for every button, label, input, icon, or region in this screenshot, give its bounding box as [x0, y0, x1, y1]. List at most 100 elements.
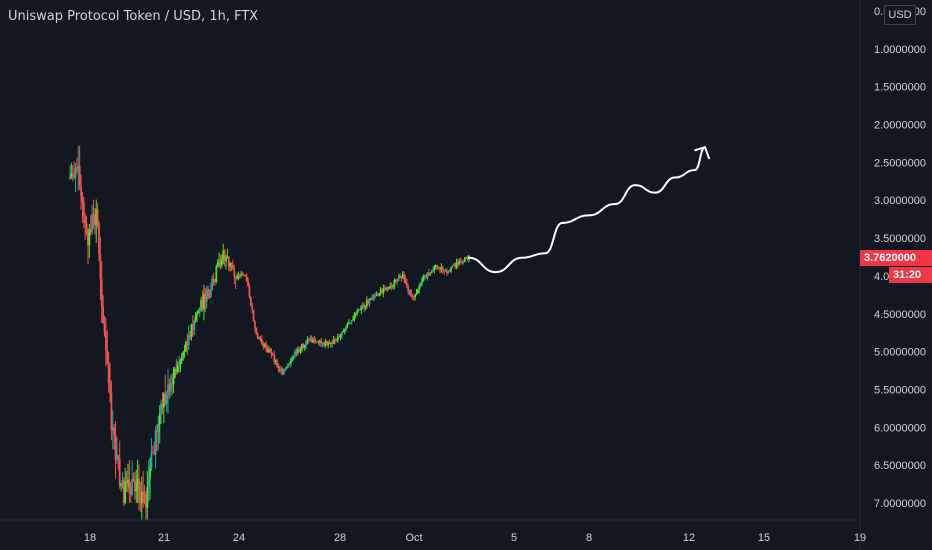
candle-body — [390, 286, 393, 288]
candle-body — [212, 278, 215, 280]
y-tick-label: 4.5000000 — [874, 309, 926, 321]
candle-body — [412, 296, 415, 298]
candle-body — [452, 264, 455, 266]
candle-body — [118, 458, 121, 486]
candle-body — [345, 326, 347, 331]
candle-body — [156, 430, 158, 433]
candle-body — [393, 280, 396, 286]
candle-body — [179, 360, 182, 365]
countdown-label: 31:20 — [889, 266, 932, 283]
candle-body — [371, 298, 374, 301]
candle-body — [400, 276, 403, 278]
candle-body — [109, 383, 111, 393]
projection-arrow-line[interactable] — [467, 146, 706, 274]
x-tick-label: 15 — [758, 532, 770, 544]
candle-body — [162, 393, 165, 408]
candle-body — [272, 354, 274, 356]
candle-body — [383, 288, 386, 290]
candle-body — [425, 274, 428, 278]
candle-body — [230, 262, 233, 266]
candle-body — [295, 351, 298, 353]
y-tick-label: 5.5000000 — [874, 384, 926, 396]
candle-body — [418, 285, 421, 290]
candle-body — [364, 305, 367, 308]
candle-body — [285, 367, 288, 369]
candle-body — [89, 229, 92, 233]
candle-body — [273, 354, 276, 362]
candle-body — [306, 339, 309, 341]
x-tick-label: 12 — [683, 532, 695, 544]
candle-body — [139, 500, 142, 504]
currency-button[interactable]: USD — [884, 5, 916, 25]
candle-body — [426, 272, 429, 278]
candle-body — [465, 257, 468, 259]
candle-body — [95, 208, 98, 226]
candle-body — [386, 287, 389, 289]
candle-body — [245, 276, 248, 282]
candle-body — [307, 339, 310, 341]
candle-body — [136, 478, 139, 490]
x-tick-label: 18 — [84, 532, 96, 544]
candle-body — [167, 384, 169, 396]
candle-body — [189, 334, 191, 337]
candle-body — [153, 452, 156, 455]
candle-body — [96, 208, 99, 224]
candle-body — [160, 403, 163, 414]
candle-body — [454, 264, 457, 267]
candle-body — [76, 168, 78, 170]
candle-body — [357, 309, 360, 312]
candle-body — [466, 257, 469, 260]
candle-body — [303, 345, 306, 349]
x-tick-label: 28 — [334, 532, 346, 544]
candle-body — [324, 341, 327, 346]
candle-body — [422, 276, 425, 281]
candle-body — [439, 268, 441, 270]
candle-body — [289, 361, 292, 364]
candle-body — [416, 289, 419, 294]
candle-body — [334, 339, 336, 341]
candle-body — [429, 273, 432, 275]
candle-body — [190, 324, 193, 337]
candle-body — [140, 491, 143, 504]
candle-body — [385, 287, 388, 290]
y-tick-label: 1.5000000 — [874, 82, 926, 94]
candle-body — [343, 330, 346, 332]
candle-body — [111, 427, 114, 431]
candle-body — [305, 340, 307, 346]
candle-body — [331, 342, 334, 344]
x-tick-label: 5 — [511, 532, 517, 544]
candle-body — [374, 295, 376, 297]
candle-body — [336, 336, 339, 340]
candle-body — [361, 304, 364, 307]
candle-body — [203, 294, 205, 310]
candle-body — [226, 256, 229, 258]
candle-body — [267, 349, 270, 352]
candle-body — [254, 321, 256, 328]
candle-body — [220, 259, 223, 266]
candle-body — [356, 311, 359, 313]
candle-body — [251, 305, 254, 310]
candle-body — [310, 338, 313, 343]
current-price-label: 3.7620000 — [860, 249, 932, 266]
candle-body — [354, 312, 357, 315]
candle-body — [461, 261, 463, 263]
candle-body — [149, 467, 151, 479]
candle-body — [225, 257, 227, 262]
candle-body — [244, 275, 247, 277]
candle-body — [410, 289, 412, 297]
candle-body — [360, 306, 363, 310]
candle-body — [219, 261, 222, 266]
y-tick-label: 3.5000000 — [874, 233, 926, 245]
candle-body — [114, 434, 117, 461]
y-tick-label: 6.0000000 — [874, 422, 926, 434]
candle-body — [158, 413, 161, 425]
candle-body — [367, 300, 370, 304]
candle-body — [258, 338, 261, 340]
x-tick-label: 21 — [158, 532, 170, 544]
candle-body — [70, 173, 73, 178]
candle-body — [161, 403, 164, 408]
candle-body — [382, 288, 385, 294]
candle-body — [92, 214, 95, 216]
candle-body — [428, 272, 430, 274]
